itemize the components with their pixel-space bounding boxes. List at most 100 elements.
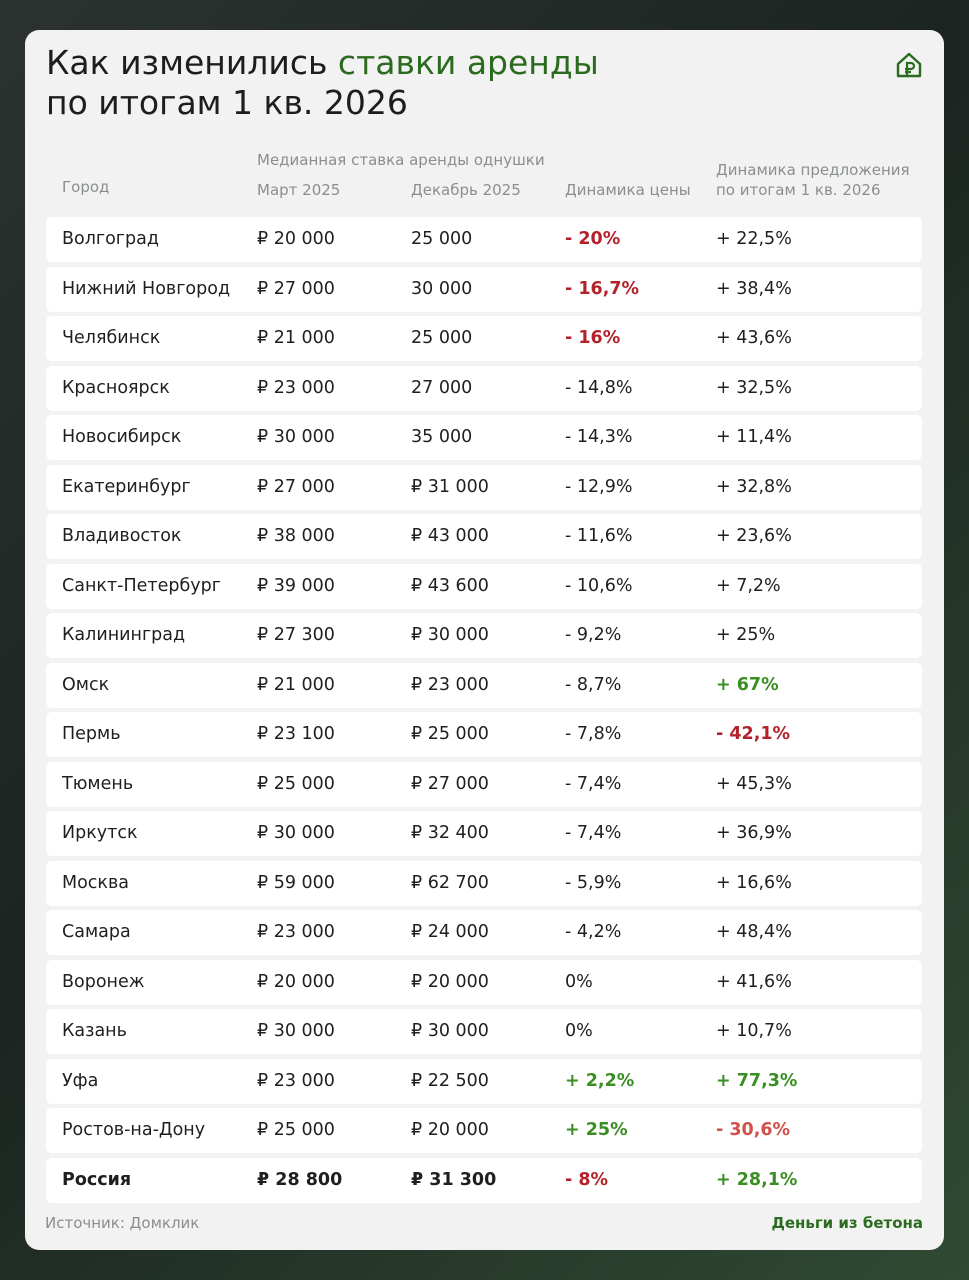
cell-december: 25 000 <box>411 328 473 348</box>
cell-price-change: - 7,8% <box>565 724 622 744</box>
cell-offer-change: + 7,2% <box>716 575 781 596</box>
cell-december: 27 000 <box>411 377 473 398</box>
cell-offer-change: + 38,4% <box>716 278 792 299</box>
cell-offer-change: + 43,6% <box>716 328 792 348</box>
cell-price-change: - 20% <box>565 229 621 249</box>
source: Источник: Домклик <box>45 1214 200 1232</box>
cell-offer-change: + 28,1% <box>716 1169 798 1190</box>
cell-offer-change: + 32,8% <box>716 476 792 497</box>
table-row: Волгоград ₽ 20 000 25 000 - 20% + 22,5% <box>46 217 922 262</box>
cell-price-change: - 12,9% <box>565 476 633 497</box>
cell-december: ₽ 25 000 <box>411 724 489 744</box>
cell-march: ₽ 30 000 <box>257 1021 335 1041</box>
brand: Деньги из бетона <box>771 1214 923 1232</box>
cell-offer-change: + 11,4% <box>716 427 792 447</box>
table-row: Красноярск ₽ 23 000 27 000 - 14,8% + 32,5% <box>46 365 922 411</box>
table-row: Челябинск ₽ 21 000 25 000 - 16% + 43,6% <box>46 316 922 361</box>
cell-city: Челябинск <box>62 328 161 348</box>
cell-march: ₽ 39 000 <box>257 575 335 596</box>
cell-city: Москва <box>62 872 130 893</box>
cell-december: ₽ 43 600 <box>411 575 489 596</box>
col-offer-change: Динамика предложения <box>716 161 910 179</box>
cell-december: ₽ 30 000 <box>411 1021 489 1041</box>
cell-march: ₽ 23 100 <box>257 724 335 744</box>
title-line-1: Как изменились ставки аренды <box>46 43 599 82</box>
cell-offer-change: + 36,9% <box>716 823 792 843</box>
table-row: Ростов-на-Дону ₽ 25 000 ₽ 20 000 + 25% - 30,… <box>46 1108 922 1153</box>
cell-march: ₽ 59 000 <box>257 872 335 893</box>
cell-city: Воронеж <box>62 971 145 992</box>
cell-offer-change: + 23,6% <box>716 526 792 546</box>
cell-price-change: - 11,6% <box>565 526 633 546</box>
col-march: Март 2025 <box>257 181 341 199</box>
cell-price-change: - 7,4% <box>565 773 622 794</box>
cell-city: Ростов-на-Дону <box>62 1120 206 1140</box>
cell-offer-change: + 45,3% <box>716 773 792 794</box>
title-line-2: по итогам 1 кв. 2026 <box>46 83 408 122</box>
table-row: Москва ₽ 59 000 ₽ 62 700 - 5,9% + 16,6% <box>46 860 922 906</box>
table-row: Нижний Новгород ₽ 27 000 30 000 - 16,7% + 38… <box>46 266 922 312</box>
cell-march: ₽ 27 300 <box>257 625 335 645</box>
table-row: Тюмень ₽ 25 000 ₽ 27 000 - 7,4% + 45,3% <box>46 761 922 807</box>
cell-price-change: + 2,2% <box>565 1070 635 1091</box>
cell-december: 25 000 <box>411 229 473 249</box>
cell-city: Новосибирск <box>62 427 182 447</box>
cell-december: ₽ 31 000 <box>411 476 489 497</box>
cell-march: ₽ 23 000 <box>257 377 335 398</box>
cell-march: ₽ 20 000 <box>257 971 335 992</box>
cell-city: Россия <box>62 1169 132 1190</box>
cell-march: ₽ 27 000 <box>257 278 335 299</box>
cell-price-change: - 4,2% <box>565 922 622 942</box>
cell-city: Калининград <box>62 625 186 645</box>
cell-december: ₽ 20 000 <box>411 971 489 992</box>
cell-city: Тюмень <box>62 773 134 794</box>
cell-city: Пермь <box>62 724 121 744</box>
cell-price-change: 0% <box>565 1021 593 1041</box>
cell-city: Иркутск <box>62 823 138 843</box>
cell-city: Владивосток <box>62 526 182 546</box>
logo-icon <box>896 52 922 78</box>
cell-price-change: - 7,4% <box>565 823 622 843</box>
cell-december: ₽ 24 000 <box>411 922 489 942</box>
cell-offer-change: - 30,6% <box>716 1120 791 1140</box>
cell-december: ₽ 43 000 <box>411 526 489 546</box>
cell-price-change: - 16,7% <box>565 278 640 299</box>
cell-price-change: - 5,9% <box>565 872 622 893</box>
cell-city: Екатеринбург <box>62 476 191 497</box>
cell-march: ₽ 21 000 <box>257 328 335 348</box>
cell-price-change: 0% <box>565 971 593 992</box>
cell-price-change: - 10,6% <box>565 575 633 596</box>
cell-december: ₽ 22 500 <box>411 1070 489 1091</box>
cell-city: Омск <box>62 674 110 695</box>
cell-march: ₽ 23 000 <box>257 922 335 942</box>
cell-city: Санкт-Петербург <box>62 575 221 596</box>
cell-march: ₽ 27 000 <box>257 476 335 497</box>
cell-december: ₽ 30 000 <box>411 625 489 645</box>
cell-march: ₽ 38 000 <box>257 526 335 546</box>
cell-offer-change: + 67% <box>716 674 779 695</box>
table-row: Санкт-Петербург ₽ 39 000 ₽ 43 600 - 10,6% + … <box>46 563 922 609</box>
cell-december: ₽ 27 000 <box>411 773 489 794</box>
table-row: Россия ₽ 28 800 ₽ 31 300 - 8% + 28,1% <box>46 1157 922 1203</box>
cell-offer-change: + 16,6% <box>716 872 792 893</box>
cell-march: ₽ 30 000 <box>257 427 335 447</box>
cell-city: Самара <box>62 922 131 942</box>
table-row: Казань ₽ 30 000 ₽ 30 000 0% + 10,7% <box>46 1009 922 1054</box>
table-row: Иркутск ₽ 30 000 ₽ 32 400 - 7,4% + 36,9% <box>46 811 922 856</box>
cell-offer-change: - 42,1% <box>716 724 791 744</box>
cell-price-change: - 16% <box>565 328 621 348</box>
col-group: Медианная ставка аренды однушки <box>257 151 545 169</box>
col-city: Город <box>62 178 110 196</box>
cell-offer-change: + 22,5% <box>716 229 792 249</box>
cell-price-change: - 9,2% <box>565 625 622 645</box>
cell-march: ₽ 30 000 <box>257 823 335 843</box>
cell-march: ₽ 21 000 <box>257 674 335 695</box>
cell-december: ₽ 20 000 <box>411 1120 489 1140</box>
cell-offer-change: + 41,6% <box>716 971 792 992</box>
table-row: Калининград ₽ 27 300 ₽ 30 000 - 9,2% + 25% <box>46 613 922 658</box>
cell-offer-change: + 48,4% <box>716 922 792 942</box>
cell-offer-change: + 25% <box>716 625 776 645</box>
cell-price-change: - 8% <box>565 1169 609 1190</box>
cell-price-change: - 8,7% <box>565 674 622 695</box>
table-row: Новосибирск ₽ 30 000 35 000 - 14,3% + 11,4% <box>46 415 922 460</box>
